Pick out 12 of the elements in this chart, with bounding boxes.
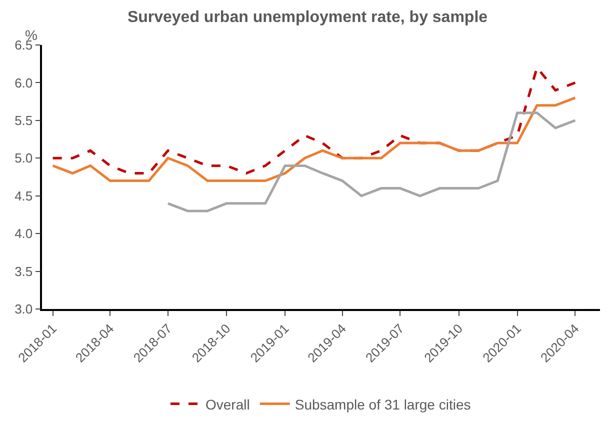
y-tick-label: 6.0	[14, 75, 33, 90]
line-series	[52, 96, 576, 182]
y-tick-label: 3.5	[14, 264, 33, 279]
chart-title: Surveyed urban unemployment rate, by sample	[127, 9, 488, 26]
legend-label: Overall	[206, 396, 250, 412]
y-tick-label: 4.5	[14, 188, 33, 204]
y-tick-label: 3.0	[14, 302, 33, 317]
line-series	[166, 112, 576, 212]
legend-label: Subsample of 31 large cities	[294, 396, 471, 412]
y-tick-label: 5.5	[14, 112, 33, 128]
y-tick-label: 5.0	[14, 150, 33, 166]
y-tick-label: 4.0	[14, 226, 33, 242]
